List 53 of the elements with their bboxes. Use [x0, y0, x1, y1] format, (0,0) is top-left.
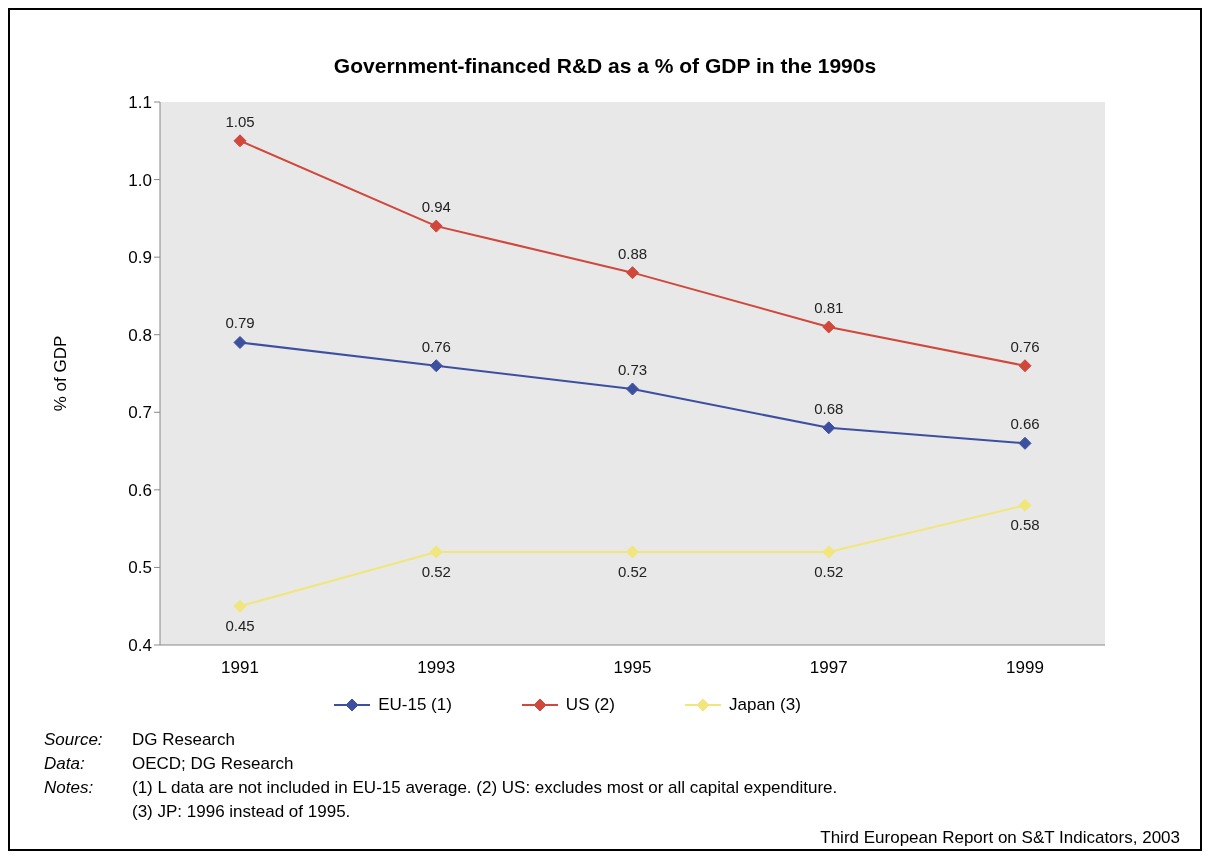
data-label: 0.76 — [1010, 337, 1040, 355]
point — [822, 545, 836, 559]
text: (3) JP: 1996 instead of 1995. — [131, 801, 352, 823]
point — [822, 320, 836, 334]
legend-label: US (2) — [564, 695, 615, 715]
data-label: 0.52 — [617, 562, 648, 580]
data-label: 0.58 — [1010, 516, 1040, 534]
x-tick-label: 1997 — [809, 658, 848, 678]
point — [822, 421, 836, 435]
data-label: 0.76 — [421, 337, 451, 355]
x-tick-label: 1999 — [1006, 658, 1044, 678]
data-label: 0.45 — [225, 616, 255, 634]
point — [429, 219, 443, 233]
point — [626, 266, 639, 280]
point — [626, 545, 639, 559]
y-tick-label: 0.4 — [128, 636, 152, 656]
data-label: 0.52 — [421, 562, 451, 580]
text: Notes: (1) L data are not included in EU-15 average. (2) US: excludes most or all capital expenditure. — [44, 778, 838, 797]
point — [233, 134, 247, 148]
text: Data: OECD; DG Research — [44, 754, 294, 773]
y-axis-title: % of GDP — [51, 335, 71, 412]
point — [429, 359, 443, 373]
y-tick-label: 0.5 — [128, 558, 152, 578]
chart-title: Government-financed R&D as a % of GDP in the 1990s — [332, 54, 878, 78]
y-tick-label: 0.9 — [128, 248, 152, 268]
data-label: 0.66 — [1010, 415, 1040, 433]
point — [626, 382, 639, 396]
y-tick-label: 1.0 — [128, 170, 152, 190]
data-label: 0.73 — [617, 361, 648, 379]
text: Third European Report on S&T Indicators, 2003 — [820, 828, 1180, 848]
point — [1018, 436, 1032, 450]
point — [233, 599, 247, 613]
data-label: 0.81 — [814, 298, 844, 316]
data-label: 0.94 — [421, 198, 451, 216]
point — [233, 335, 247, 349]
data-label: 0.68 — [814, 399, 844, 417]
point — [429, 545, 443, 559]
data-label: 0.79 — [225, 314, 255, 332]
point — [1018, 498, 1032, 512]
point — [1018, 359, 1032, 373]
data-label: 1.05 — [225, 112, 255, 130]
legend-label: Japan (3) — [728, 695, 801, 715]
text: Source: DG Research — [44, 730, 235, 749]
data-label: 0.88 — [617, 244, 648, 262]
data-label: 0.52 — [814, 562, 844, 580]
y-tick-label: 0.7 — [128, 403, 152, 423]
y-tick-label: 1.1 — [128, 93, 152, 113]
x-tick-label: 1995 — [613, 658, 652, 678]
x-tick-label: 1991 — [221, 658, 259, 678]
x-tick-label: 1993 — [417, 658, 456, 678]
y-tick-label: 0.6 — [128, 480, 152, 500]
y-tick-label: 0.8 — [128, 325, 152, 345]
legend-label: EU-15 (1) — [377, 695, 452, 715]
